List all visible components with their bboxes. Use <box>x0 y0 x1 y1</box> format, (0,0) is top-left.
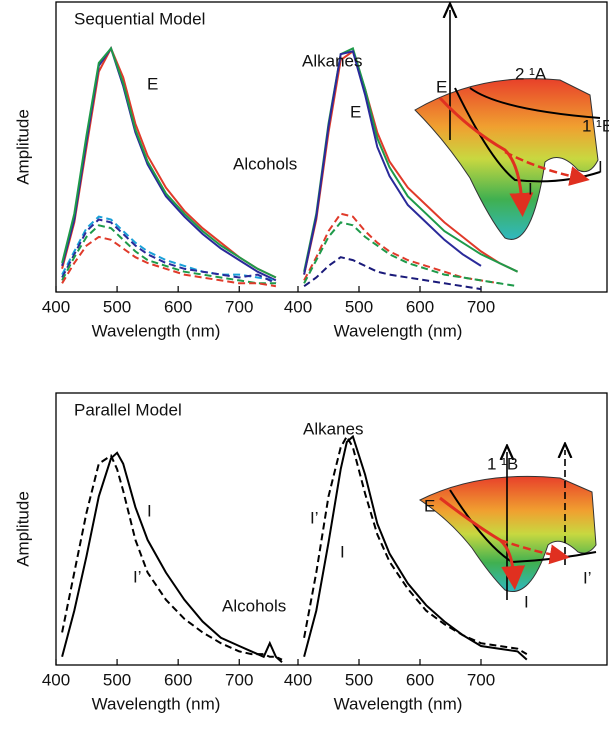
x-tick-label: 500 <box>345 297 373 316</box>
annotation: I <box>598 157 603 176</box>
spectrum-line <box>303 221 518 288</box>
x-tick-label: 600 <box>406 297 434 316</box>
inset-surface <box>414 10 601 240</box>
panel-title: Parallel Model <box>74 400 182 419</box>
x-tick-label: 400 <box>42 670 70 689</box>
annotation: I’ <box>310 508 319 527</box>
x-tick-label: 400 <box>284 670 312 689</box>
annotation: E <box>147 74 158 93</box>
x-tick-label: 700 <box>225 297 253 316</box>
x-tick-label: 600 <box>164 297 192 316</box>
annotation: I’ <box>133 567 142 586</box>
annotation: 1 ¹B <box>487 454 518 473</box>
x-axis-label: Wavelength (nm) <box>334 321 463 340</box>
inset-surface <box>419 450 597 600</box>
spectrum-line <box>61 235 277 288</box>
spectrum-line <box>61 218 277 285</box>
panel-frame <box>55 1 608 293</box>
annotation: E <box>436 77 447 96</box>
annotation: I <box>524 592 529 611</box>
panel-title: Sequential Model <box>74 9 205 28</box>
x-tick-label: 500 <box>103 670 131 689</box>
spectrum-line <box>303 434 528 661</box>
spectrum-line <box>61 224 276 285</box>
spectrum-line <box>61 454 283 661</box>
spectrum-line <box>61 215 277 282</box>
annotation: I <box>528 179 533 198</box>
x-tick-label: 400 <box>42 297 70 316</box>
x-axis-label: Wavelength (nm) <box>334 694 463 713</box>
spectrum-line <box>303 256 482 291</box>
x-axis-label: Wavelength (nm) <box>92 321 221 340</box>
annotation: 1 ¹B <box>582 116 609 135</box>
annotation: Alcohols <box>222 596 286 615</box>
panel-frame <box>55 392 608 666</box>
x-tick-label: 500 <box>345 670 373 689</box>
y-axis-label: Amplitude <box>13 491 32 567</box>
annotation: I <box>147 501 152 520</box>
y-axis-label: Amplitude <box>13 109 32 185</box>
x-tick-label: 400 <box>284 297 312 316</box>
x-tick-label: 500 <box>103 297 131 316</box>
annotation: E <box>424 496 435 515</box>
spectrum-line <box>303 434 528 655</box>
x-tick-label: 700 <box>225 670 253 689</box>
annotation: E <box>350 102 361 121</box>
annotation: 2 ¹A <box>515 64 547 83</box>
x-axis-label: Wavelength (nm) <box>92 694 221 713</box>
annotation: I’ <box>583 568 592 587</box>
annotation: I <box>340 542 345 561</box>
x-tick-label: 600 <box>164 670 192 689</box>
annotation: Alkanes <box>303 419 363 438</box>
spectrum-line <box>61 46 277 279</box>
spectrum-line <box>61 451 283 664</box>
x-tick-label: 700 <box>467 297 495 316</box>
x-tick-label: 600 <box>406 670 434 689</box>
annotation: Alkanes <box>302 51 362 70</box>
spectrum-line <box>303 50 482 275</box>
annotation: Alcohols <box>233 154 297 173</box>
x-tick-label: 700 <box>467 670 495 689</box>
